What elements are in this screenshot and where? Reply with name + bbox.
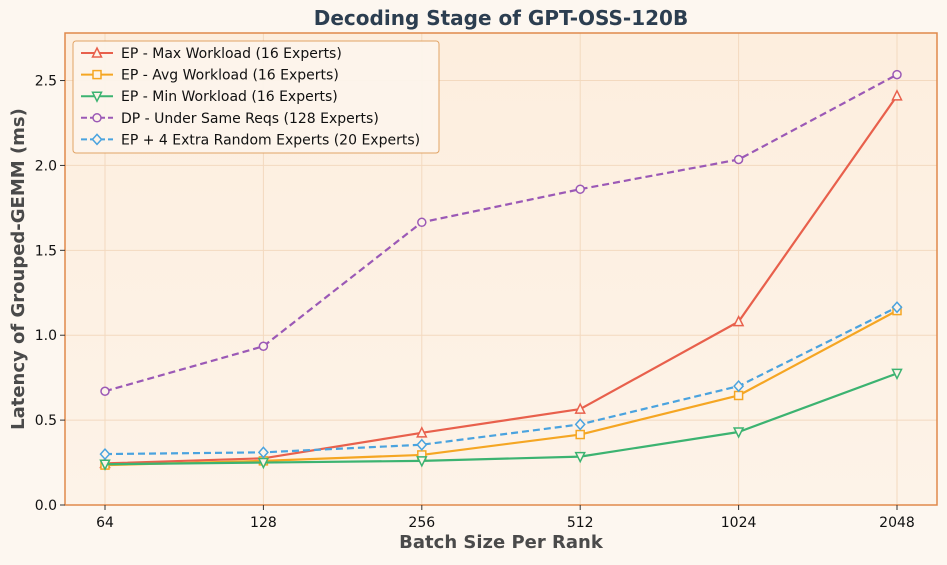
legend-label: EP - Max Workload (16 Experts)	[121, 46, 342, 62]
x-tick-label: 256	[408, 515, 435, 531]
legend-item: EP - Max Workload (16 Experts)	[81, 46, 342, 62]
y-tick-label: 2.5	[35, 74, 57, 90]
data-point	[891, 368, 903, 381]
data-point	[891, 301, 903, 314]
plot-frame	[64, 32, 938, 506]
data-point	[575, 184, 585, 194]
x-tick-label: 512	[567, 515, 594, 531]
legend-item: EP - Avg Workload (16 Experts)	[81, 68, 339, 84]
data-point	[416, 438, 428, 451]
data-point	[575, 429, 585, 440]
series-line	[104, 306, 898, 456]
y-tick-label: 1.5	[35, 243, 57, 259]
data-point	[892, 69, 902, 80]
y-tick-label: 1.0	[35, 328, 57, 344]
data-point	[257, 457, 270, 470]
y-tick-label: 0.5	[35, 413, 57, 429]
series-5	[99, 301, 903, 461]
series-layer	[99, 69, 903, 471]
series-4	[100, 69, 902, 396]
x-tick-label: 64	[96, 515, 114, 531]
legend-label: EP + 4 Extra Random Experts (20 Experts)	[121, 132, 420, 148]
data-point	[99, 447, 111, 461]
data-point	[100, 386, 110, 396]
x-tick-label: 128	[250, 515, 277, 531]
series-3	[99, 368, 903, 471]
y-tick-label: 0.0	[35, 498, 57, 514]
data-point	[417, 217, 427, 228]
legend-marker	[92, 69, 102, 80]
series-line	[104, 95, 898, 465]
series-line	[104, 309, 898, 467]
legend-item: DP - Under Same Reqs (128 Experts)	[81, 111, 379, 127]
data-point	[891, 89, 903, 101]
data-point	[733, 380, 745, 393]
data-point	[732, 314, 745, 327]
y-axis-label: Latency of Grouped-GEMM (ms)	[8, 108, 29, 430]
data-point	[732, 427, 745, 439]
legend: EP - Max Workload (16 Experts) EP - Avg W…	[72, 40, 440, 154]
data-point	[257, 446, 269, 459]
legend-item: EP - Min Workload (16 Experts)	[81, 89, 338, 105]
legend-item: EP + 4 Extra Random Experts (20 Experts)	[81, 132, 420, 148]
series-line	[104, 73, 898, 393]
x-axis-label: Batch Size Per Rank	[399, 532, 604, 553]
chart-title: Decoding Stage of GPT-OSS-120B	[314, 6, 688, 30]
data-point	[574, 402, 586, 414]
legend-box	[72, 40, 440, 154]
data-point	[733, 154, 744, 165]
legend-marker	[91, 133, 103, 146]
data-point	[416, 456, 428, 468]
x-tick-label: 1024	[721, 515, 757, 531]
ticks: 0.0 0.5 1.0 1.5 2.0 2.5 64 128 256 512 1024 2048	[35, 74, 915, 531]
legend-label: EP - Min Workload (16 Experts)	[121, 89, 338, 105]
data-point	[574, 451, 586, 464]
data-point	[99, 459, 111, 471]
data-point	[416, 426, 428, 438]
y-tick-label: 2.0	[35, 158, 57, 174]
x-tick-label: 2048	[879, 515, 915, 531]
legend-marker	[91, 91, 103, 103]
legend-label: DP - Under Same Reqs (128 Experts)	[121, 111, 379, 127]
series-line	[104, 372, 898, 466]
data-point	[574, 418, 586, 431]
data-point	[258, 341, 269, 352]
legend-marker	[92, 113, 102, 123]
legend-marker	[91, 46, 103, 58]
data-point	[733, 390, 744, 401]
legend-label: EP - Avg Workload (16 Experts)	[121, 68, 339, 84]
